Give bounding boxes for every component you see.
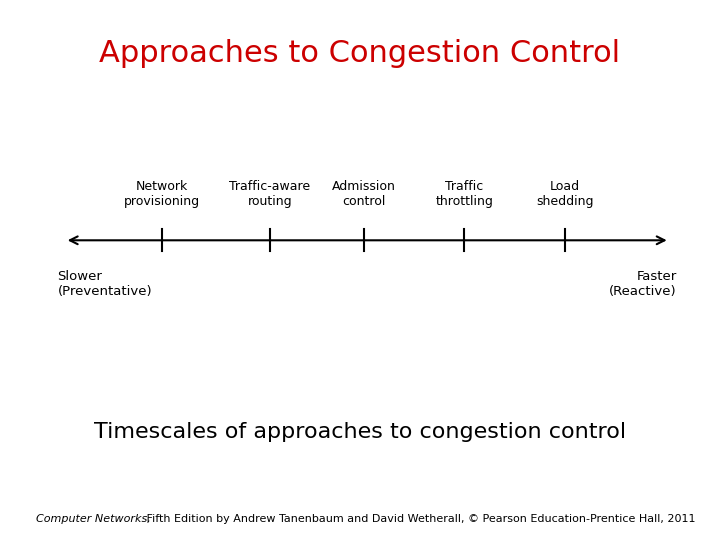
Text: Network
provisioning: Network provisioning — [124, 180, 200, 208]
Text: Traffic-aware
routing: Traffic-aware routing — [230, 180, 310, 208]
Text: Approaches to Congestion Control: Approaches to Congestion Control — [99, 39, 621, 69]
Text: Fifth Edition by Andrew Tanenbaum and David Wetherall, © Pearson Education-Prent: Fifth Edition by Andrew Tanenbaum and Da… — [143, 514, 695, 524]
Text: Admission
control: Admission control — [332, 180, 395, 208]
Text: Load
shedding: Load shedding — [536, 180, 594, 208]
Text: Timescales of approaches to congestion control: Timescales of approaches to congestion c… — [94, 422, 626, 442]
Text: Computer Networks,: Computer Networks, — [36, 514, 150, 524]
Text: Traffic
throttling: Traffic throttling — [436, 180, 493, 208]
Text: Slower
(Preventative): Slower (Preventative) — [58, 270, 152, 298]
Text: Faster
(Reactive): Faster (Reactive) — [609, 270, 677, 298]
